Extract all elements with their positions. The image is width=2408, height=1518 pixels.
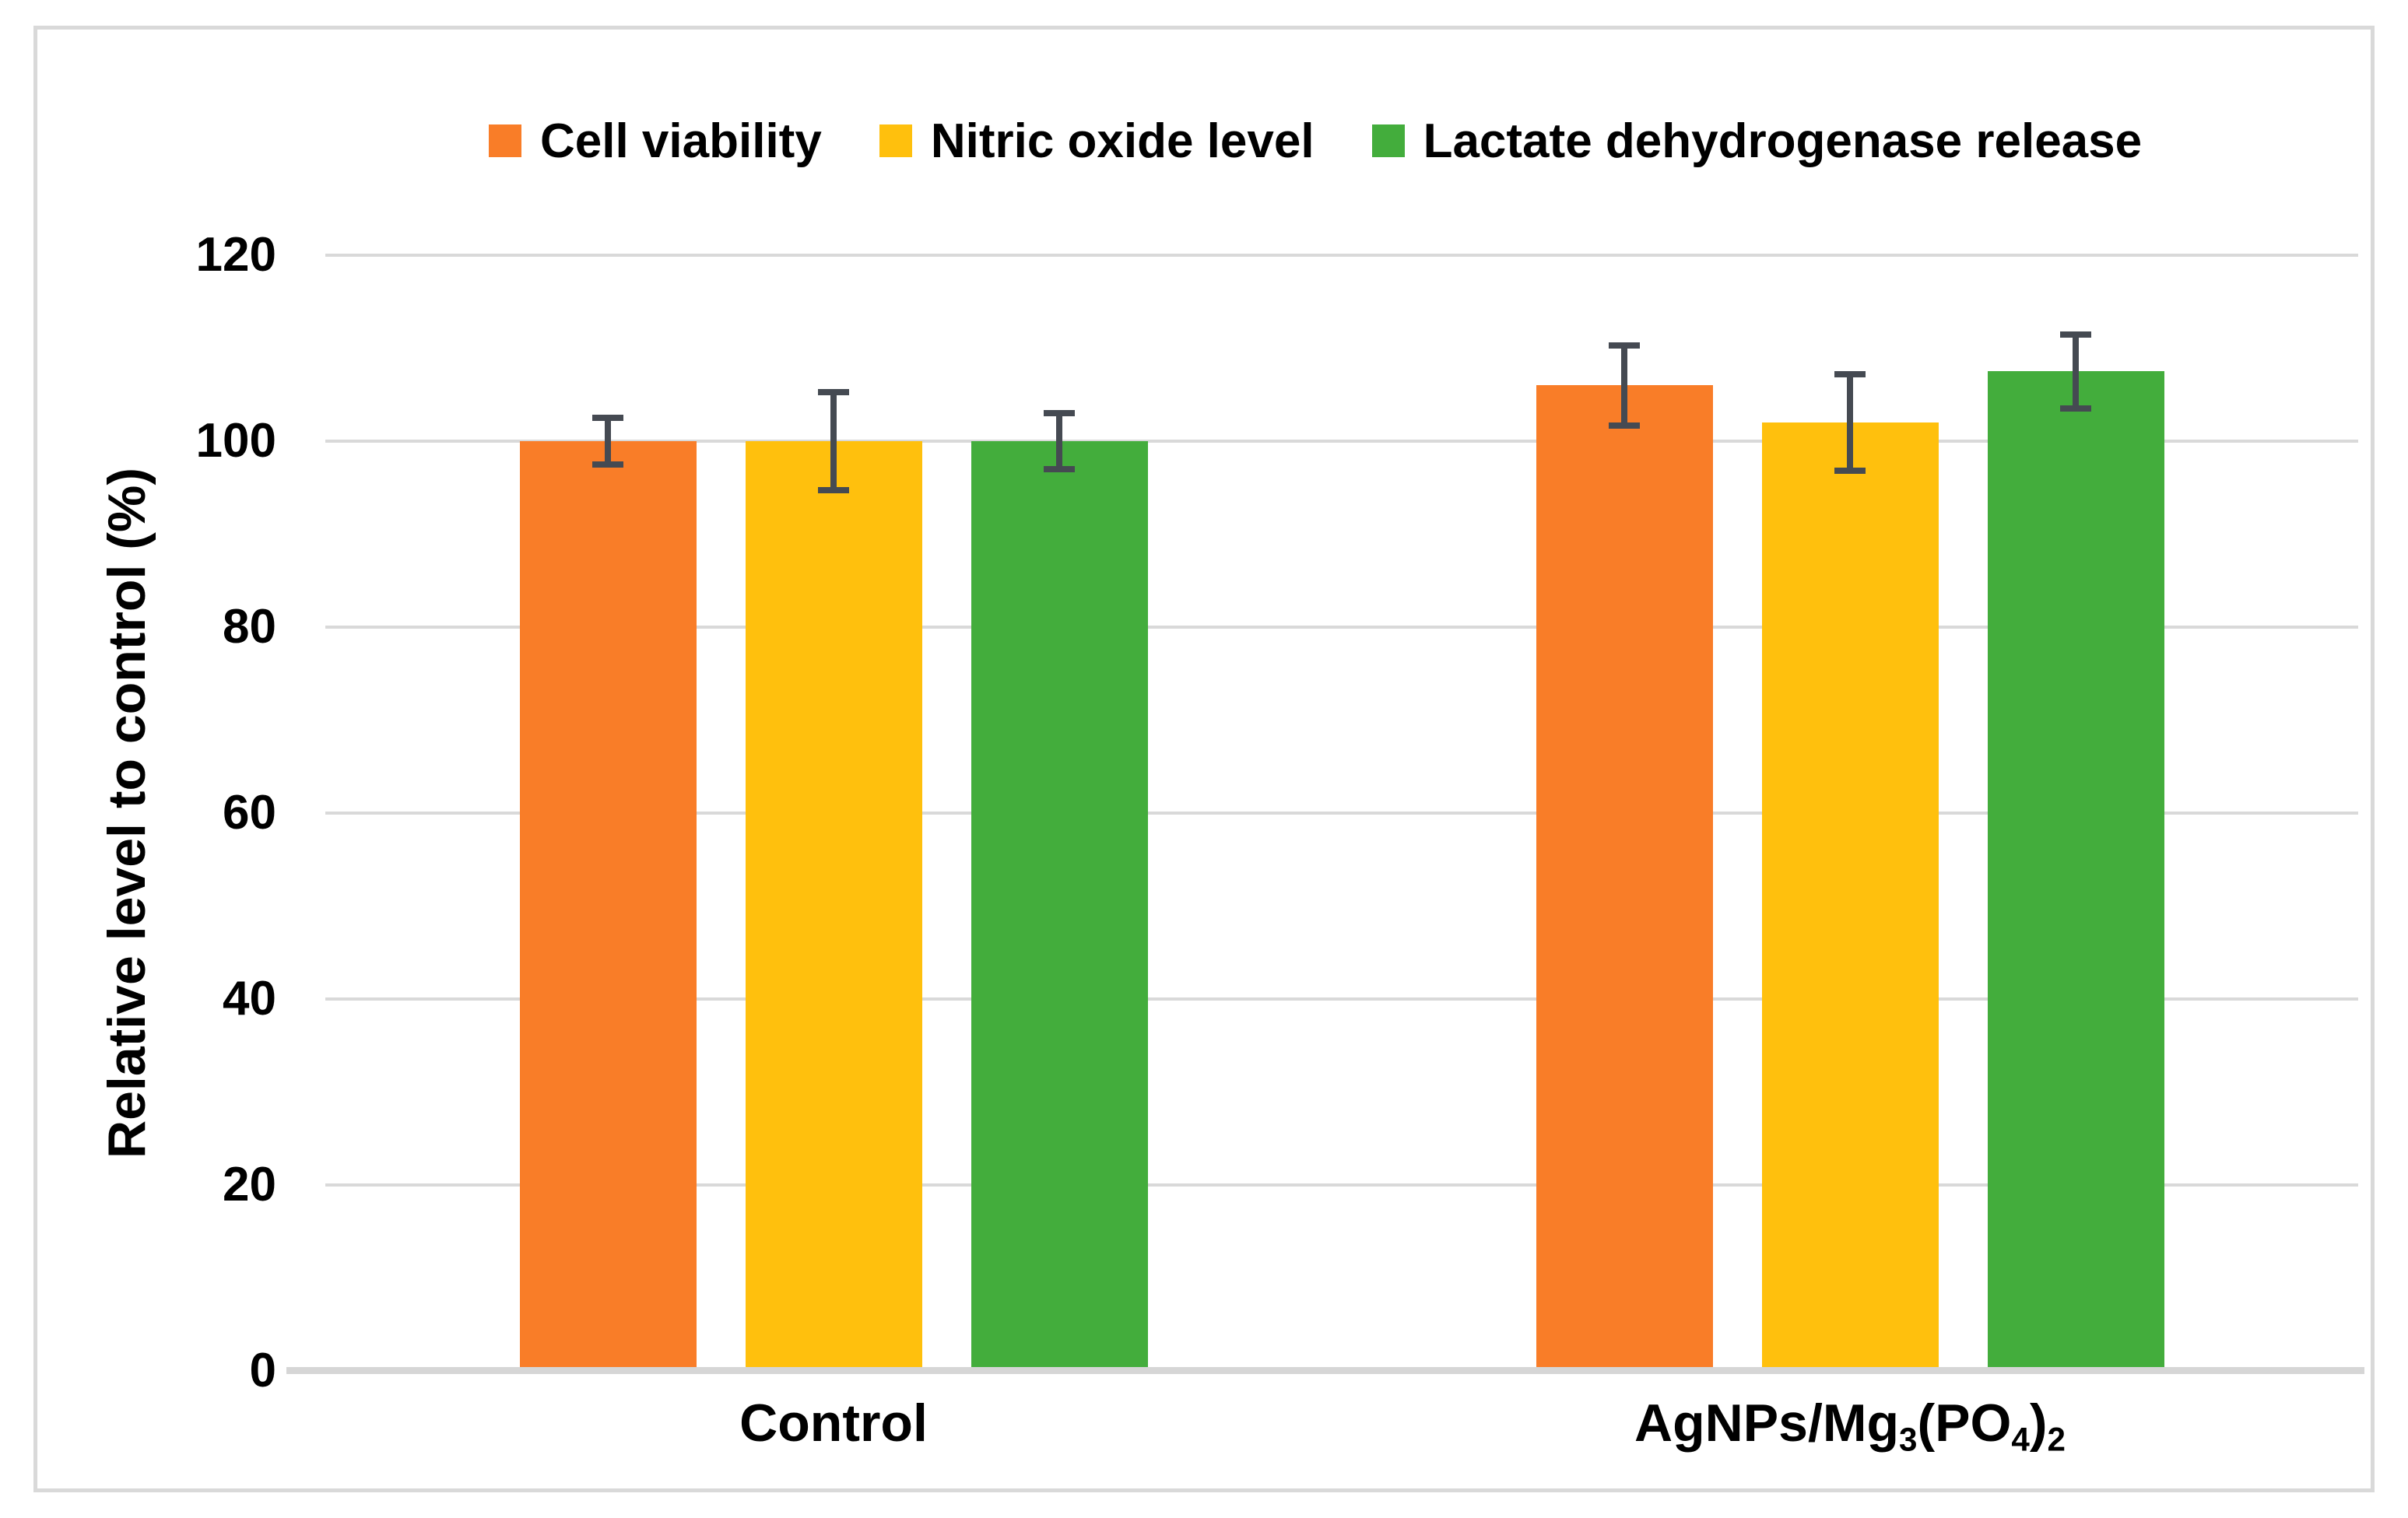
gridline — [325, 1183, 2358, 1187]
plot-area — [286, 254, 2364, 1374]
y-tick-label: 0 — [249, 1344, 276, 1397]
bar — [971, 441, 1148, 1371]
bar — [1536, 385, 1713, 1371]
chart-legend: Cell viability Nitric oxide level Lactate … — [489, 114, 2199, 168]
y-tick-label: 120 — [195, 228, 276, 282]
category-label: Control — [325, 1393, 1342, 1453]
bar — [1987, 371, 2164, 1371]
chart-frame — [33, 26, 2375, 1492]
gridline — [325, 997, 2358, 1001]
bar — [1761, 422, 1939, 1371]
bar — [519, 441, 697, 1371]
legend-item: Lactate dehydrogenase release — [1371, 114, 2143, 169]
x-axis-category-labels: Control AgNPs/Mg3(PO4)2 — [325, 1393, 2358, 1471]
category-label-subscript: 2 — [2047, 1421, 2066, 1458]
legend-item: Cell viability — [489, 114, 822, 169]
legend-swatch-icon — [1371, 124, 1405, 157]
legend-label: Lactate dehydrogenase release — [1423, 114, 2143, 168]
gridline — [325, 626, 2358, 629]
legend-swatch-icon — [489, 124, 521, 157]
gridline — [325, 254, 2358, 257]
legend-item: Nitric oxide level — [879, 114, 1315, 169]
legend-swatch-icon — [879, 124, 912, 157]
legend-label: Cell viability — [540, 114, 822, 168]
gridline — [325, 440, 2358, 443]
gridline — [325, 812, 2358, 815]
x-axis-line — [286, 1367, 2364, 1374]
category-label-text: Control — [739, 1394, 928, 1453]
bar — [745, 441, 922, 1371]
y-axis-tick-labels: 0 20 40 60 80 100 120 — [78, 228, 276, 1397]
category-label: AgNPs/Mg3(PO4)2 — [1342, 1393, 2358, 1459]
y-tick-label: 100 — [195, 414, 276, 468]
category-label-text: ) — [2029, 1394, 2048, 1453]
category-label-text: (PO — [1917, 1394, 2012, 1453]
category-label-subscript: 4 — [2011, 1421, 2030, 1458]
category-label-subscript: 3 — [1899, 1421, 1918, 1458]
legend-label: Nitric oxide level — [930, 114, 1315, 168]
y-tick-label: 40 — [223, 972, 276, 1025]
y-tick-label: 80 — [223, 600, 276, 654]
y-tick-label: 60 — [223, 786, 276, 840]
y-tick-label: 20 — [223, 1158, 276, 1211]
category-label-text: AgNPs/Mg — [1634, 1394, 1900, 1453]
